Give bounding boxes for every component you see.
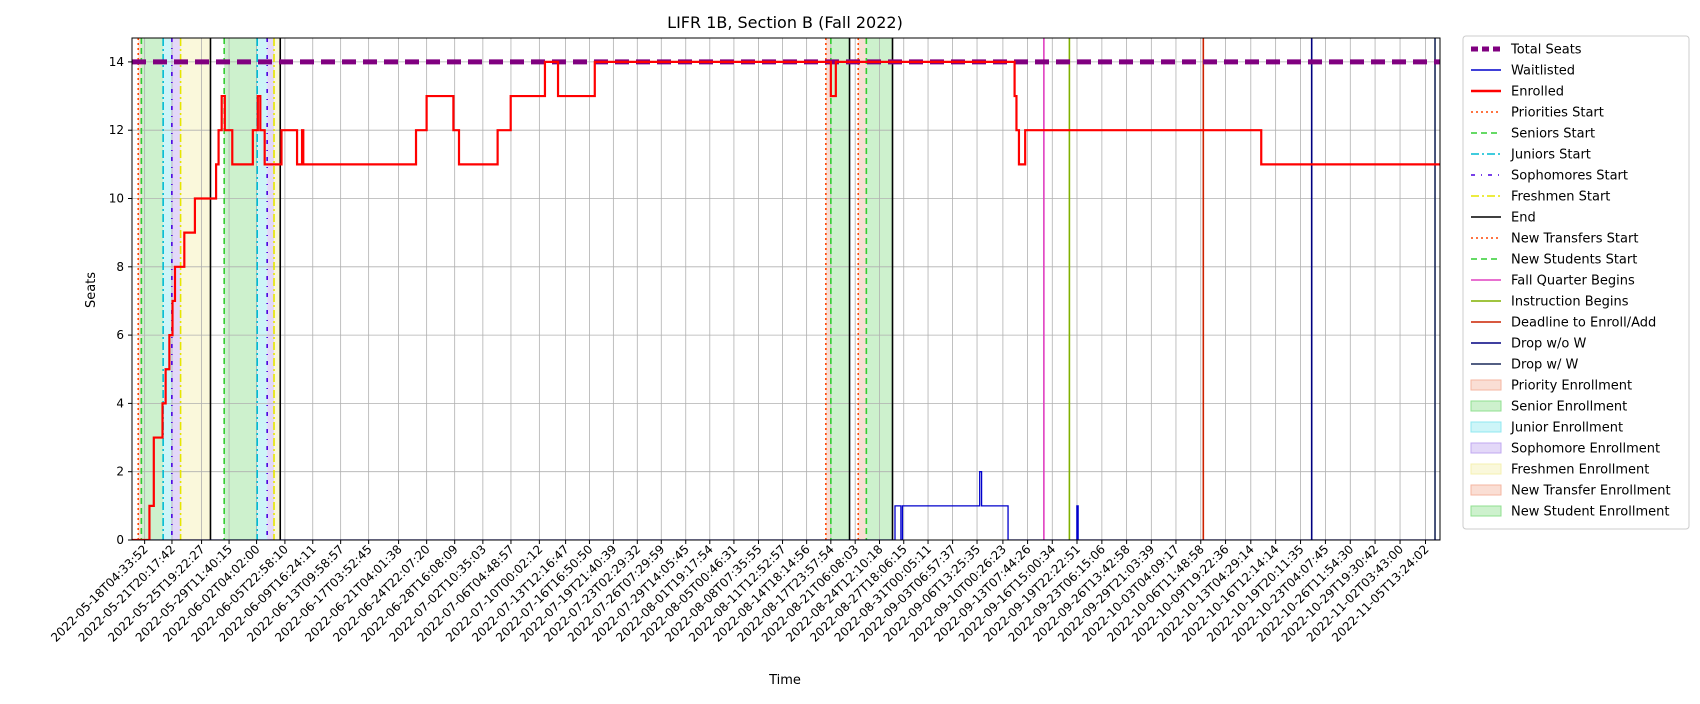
legend-label-juniors-start: Juniors Start: [1510, 148, 1591, 163]
legend-label-drop-w-o-w: Drop w/o W: [1511, 337, 1587, 352]
legend-label-end: End: [1511, 211, 1536, 226]
legend-swatch-freshmen-enrollment: [1470, 463, 1502, 475]
span-sophomore-enrollment: [267, 38, 275, 540]
legend-swatch-priority-enrollment: [1470, 379, 1502, 391]
span-senior-enrollment: [830, 38, 850, 540]
legend-label-freshmen-start: Freshmen Start: [1511, 190, 1610, 205]
legend-label-waitlisted: Waitlisted: [1511, 64, 1575, 79]
span-senior-enrollment: [141, 38, 164, 540]
series-enrolled: [132, 60, 1440, 540]
legend-swatch-new-transfer-enrollment: [1470, 484, 1502, 496]
y-tick-label: 4: [116, 396, 124, 410]
legend-label-new-transfer-enrollment: New Transfer Enrollment: [1511, 484, 1671, 499]
legend-label-sophomores-start: Sophomores Start: [1511, 169, 1628, 184]
y-tick-label: 12: [109, 123, 124, 137]
span-freshmen-enrollment: [274, 38, 281, 540]
legend-swatch-senior-enrollment: [1470, 400, 1502, 412]
span-priority-enrollment: [138, 38, 142, 540]
span-priority-enrollment: [825, 38, 831, 540]
y-tick-label: 10: [109, 192, 124, 206]
y-axis-label: Seats: [84, 272, 99, 308]
y-tick-label: 6: [116, 328, 124, 342]
chart-title: LIFR 1B, Section B (Fall 2022): [667, 13, 903, 32]
y-tick-label: 8: [116, 260, 124, 274]
y-tick-label: 14: [109, 55, 124, 69]
legend-label-new-students-start: New Students Start: [1511, 253, 1637, 268]
legend-label-fall-quarter-begins: Fall Quarter Begins: [1511, 274, 1635, 289]
plot-area: 024681012142022-05-18T04:33:522022-05-21…: [48, 37, 1441, 645]
span-new-transfer-enrollment: [858, 38, 867, 540]
legend-label-total-seats: Total Seats: [1510, 43, 1582, 58]
y-tick-label: 0: [116, 533, 124, 547]
legend-label-enrolled: Enrolled: [1511, 85, 1564, 100]
legend-label-drop-w-w: Drop w/ W: [1511, 358, 1579, 373]
legend-label-senior-enrollment: Senior Enrollment: [1511, 400, 1627, 415]
legend-label-freshmen-enrollment: Freshmen Enrollment: [1511, 463, 1649, 478]
span-freshmen-enrollment: [180, 38, 211, 540]
plot-frame: [131, 37, 1441, 541]
span-sophomore-enrollment: [171, 38, 181, 540]
legend-label-seniors-start: Seniors Start: [1511, 127, 1595, 142]
legend-label-sophomore-enrollment: Sophomore Enrollment: [1511, 442, 1660, 457]
legend-swatch-new-student-enrollment: [1470, 505, 1502, 517]
legend-label-priorities-start: Priorities Start: [1511, 106, 1604, 121]
legend-label-junior-enrollment: Junior Enrollment: [1510, 421, 1623, 436]
span-senior-enrollment: [224, 38, 258, 540]
legend-label-new-student-enrollment: New Student Enrollment: [1511, 505, 1669, 520]
legend-label-priority-enrollment: Priority Enrollment: [1511, 379, 1632, 394]
legend-label-new-transfers-start: New Transfers Start: [1511, 232, 1638, 247]
series-waitlisted: [132, 471, 1440, 540]
legend-swatch-sophomore-enrollment: [1470, 442, 1502, 454]
legend-box: [1462, 35, 1690, 530]
legend-label-deadline-to-enroll-add: Deadline to Enroll/Add: [1511, 316, 1656, 331]
legend-label-instruction-begins: Instruction Begins: [1511, 295, 1629, 310]
plot-clip-group: [132, 38, 1440, 540]
y-tick-label: 2: [116, 465, 124, 479]
span-junior-enrollment: [163, 38, 172, 540]
legend-swatch-junior-enrollment: [1470, 421, 1502, 433]
legend: Total Seats Waitlisted Enrolled Priorities …: [1462, 35, 1690, 530]
x-axis-label: Time: [768, 673, 801, 688]
span-junior-enrollment: [257, 38, 268, 540]
